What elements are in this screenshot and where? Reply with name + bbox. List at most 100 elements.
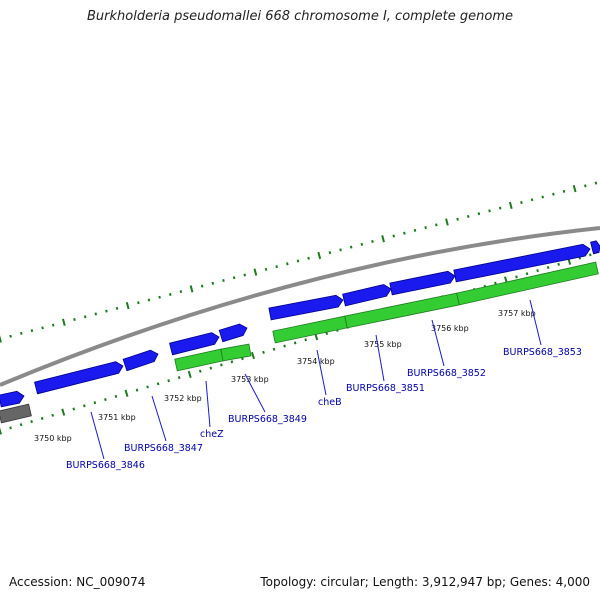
inner-tick <box>230 360 234 364</box>
inner-tick <box>167 379 170 383</box>
chromosome-backbone <box>0 226 600 387</box>
inner-tick <box>19 423 23 427</box>
inner-tick <box>536 269 539 273</box>
outer-tick <box>19 331 23 335</box>
gene-callout-line <box>244 373 266 413</box>
genome-summary-text: Topology: circular; Length: 3,912,947 bp… <box>260 575 590 589</box>
inner-tick <box>82 404 86 408</box>
outer-tick <box>253 268 258 276</box>
forward-gene-arrow <box>389 270 456 296</box>
outer-tick-ring <box>0 181 598 343</box>
scale-label: 3753 kbp <box>231 375 269 384</box>
outer-tick <box>115 306 119 310</box>
gene-label[interactable]: BURPS668_3851 <box>346 383 425 394</box>
gene-callout-line <box>316 349 327 396</box>
inner-tick <box>177 376 181 380</box>
inner-tick <box>187 370 192 379</box>
outer-tick <box>435 223 438 227</box>
inner-tick <box>262 350 265 354</box>
outer-tick <box>51 323 55 327</box>
inner-tick <box>156 382 160 386</box>
inner-tick <box>9 426 12 430</box>
accession-text: Accession: NC_009074 <box>9 575 146 589</box>
outer-tick <box>296 259 300 263</box>
inner-tick <box>51 413 55 417</box>
outer-tick <box>243 273 247 277</box>
gene-label[interactable]: BURPS668_3847 <box>124 443 203 454</box>
outer-tick <box>61 318 66 326</box>
forward-gene-arrow <box>342 284 392 307</box>
gene-features <box>0 240 600 424</box>
gene-label[interactable]: BURPS668_3849 <box>228 414 307 425</box>
gene-label[interactable]: BURPS668_3852 <box>407 368 486 379</box>
outer-tick <box>307 256 310 260</box>
gene-label[interactable]: BURPS668_3853 <box>503 347 582 358</box>
gene-callout-line <box>529 299 542 346</box>
forward-gene-arrow <box>0 390 25 408</box>
reverse-gene-block <box>456 261 599 306</box>
inner-tick <box>209 366 213 370</box>
map-title: Burkholderia pseudomallei 668 chromosome… <box>86 9 514 24</box>
outer-tick <box>232 276 236 280</box>
forward-gene-arrow <box>169 332 220 356</box>
outer-tick <box>349 245 353 249</box>
inner-tick <box>283 344 286 348</box>
scale-label: 3755 kbp <box>364 340 402 349</box>
outer-tick <box>158 295 161 299</box>
gene-callout-line <box>205 380 211 428</box>
gene-label[interactable]: BURPS668_3846 <box>66 460 145 471</box>
gene-label[interactable]: cheZ <box>200 429 224 440</box>
outer-tick <box>488 209 491 213</box>
outer-tick <box>413 228 417 232</box>
inner-tick <box>40 416 44 420</box>
inner-tick <box>525 272 529 276</box>
outer-tick <box>594 181 598 185</box>
outer-tick <box>200 284 204 288</box>
outer-tick <box>371 240 374 244</box>
inner-tick <box>61 408 66 416</box>
rna-gene-block <box>0 403 32 424</box>
inner-tick <box>146 385 149 389</box>
outer-tick <box>94 312 98 316</box>
outer-tick <box>498 206 502 210</box>
outer-tick <box>424 226 427 230</box>
inner-tick <box>198 369 202 373</box>
gene-callout-line <box>90 411 105 460</box>
inner-tick <box>104 398 107 402</box>
outer-tick <box>562 189 566 193</box>
outer-tick <box>73 317 76 322</box>
outer-tick <box>0 335 2 343</box>
outer-tick <box>477 212 481 216</box>
inner-tick <box>546 265 550 270</box>
inner-tick <box>494 281 497 285</box>
outer-tick <box>392 234 396 238</box>
outer-tick <box>9 334 12 338</box>
inner-tick <box>72 407 76 411</box>
outer-tick <box>381 235 385 243</box>
outer-tick <box>552 192 555 196</box>
inner-tick <box>588 253 592 257</box>
outer-tick <box>189 285 194 293</box>
outer-tick <box>466 214 470 218</box>
outer-tick <box>403 231 406 235</box>
outer-tick <box>147 298 151 302</box>
gene-label[interactable]: cheB <box>318 397 342 408</box>
reverse-gene-block <box>272 315 348 344</box>
forward-gene-arrow <box>122 349 159 372</box>
scale-label: 3750 kbp <box>34 434 72 443</box>
scale-label: 3752 kbp <box>164 394 202 403</box>
inner-tick <box>220 363 223 367</box>
inner-tick <box>325 331 329 336</box>
outer-tick <box>105 309 108 313</box>
inner-tick <box>30 420 33 424</box>
outer-tick <box>339 248 342 252</box>
forward-gene-arrow <box>218 323 248 343</box>
outer-tick <box>264 267 268 271</box>
inner-tick <box>557 262 560 266</box>
outer-tick <box>360 242 364 246</box>
outer-tick <box>286 262 289 266</box>
outer-tick <box>275 265 278 269</box>
gene-callout-line <box>375 334 385 382</box>
inner-tick <box>135 388 139 392</box>
